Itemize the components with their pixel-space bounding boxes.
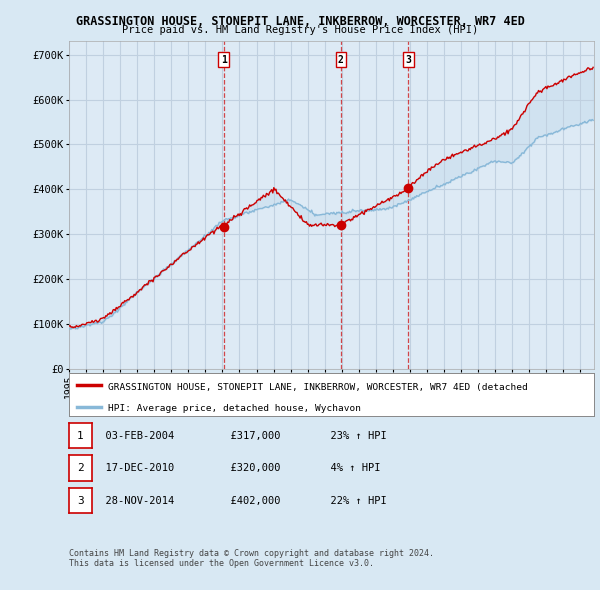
Text: HPI: Average price, detached house, Wychavon: HPI: Average price, detached house, Wych…	[109, 404, 361, 413]
Text: 1: 1	[221, 55, 227, 65]
Text: 28-NOV-2014         £402,000        22% ↑ HPI: 28-NOV-2014 £402,000 22% ↑ HPI	[93, 496, 387, 506]
Text: This data is licensed under the Open Government Licence v3.0.: This data is licensed under the Open Gov…	[69, 559, 374, 568]
Text: Contains HM Land Registry data © Crown copyright and database right 2024.: Contains HM Land Registry data © Crown c…	[69, 549, 434, 558]
Text: 2: 2	[77, 463, 84, 473]
Text: Price paid vs. HM Land Registry's House Price Index (HPI): Price paid vs. HM Land Registry's House …	[122, 25, 478, 35]
Text: 2: 2	[338, 55, 344, 65]
Text: GRASSINGTON HOUSE, STONEPIT LANE, INKBERROW, WORCESTER, WR7 4ED: GRASSINGTON HOUSE, STONEPIT LANE, INKBER…	[76, 15, 524, 28]
Text: GRASSINGTON HOUSE, STONEPIT LANE, INKBERROW, WORCESTER, WR7 4ED (detached: GRASSINGTON HOUSE, STONEPIT LANE, INKBER…	[109, 382, 528, 392]
Text: 3: 3	[405, 55, 411, 65]
Text: 3: 3	[77, 496, 84, 506]
Text: 03-FEB-2004         £317,000        23% ↑ HPI: 03-FEB-2004 £317,000 23% ↑ HPI	[93, 431, 387, 441]
Text: 1: 1	[77, 431, 84, 441]
Text: 17-DEC-2010         £320,000        4% ↑ HPI: 17-DEC-2010 £320,000 4% ↑ HPI	[93, 463, 380, 473]
